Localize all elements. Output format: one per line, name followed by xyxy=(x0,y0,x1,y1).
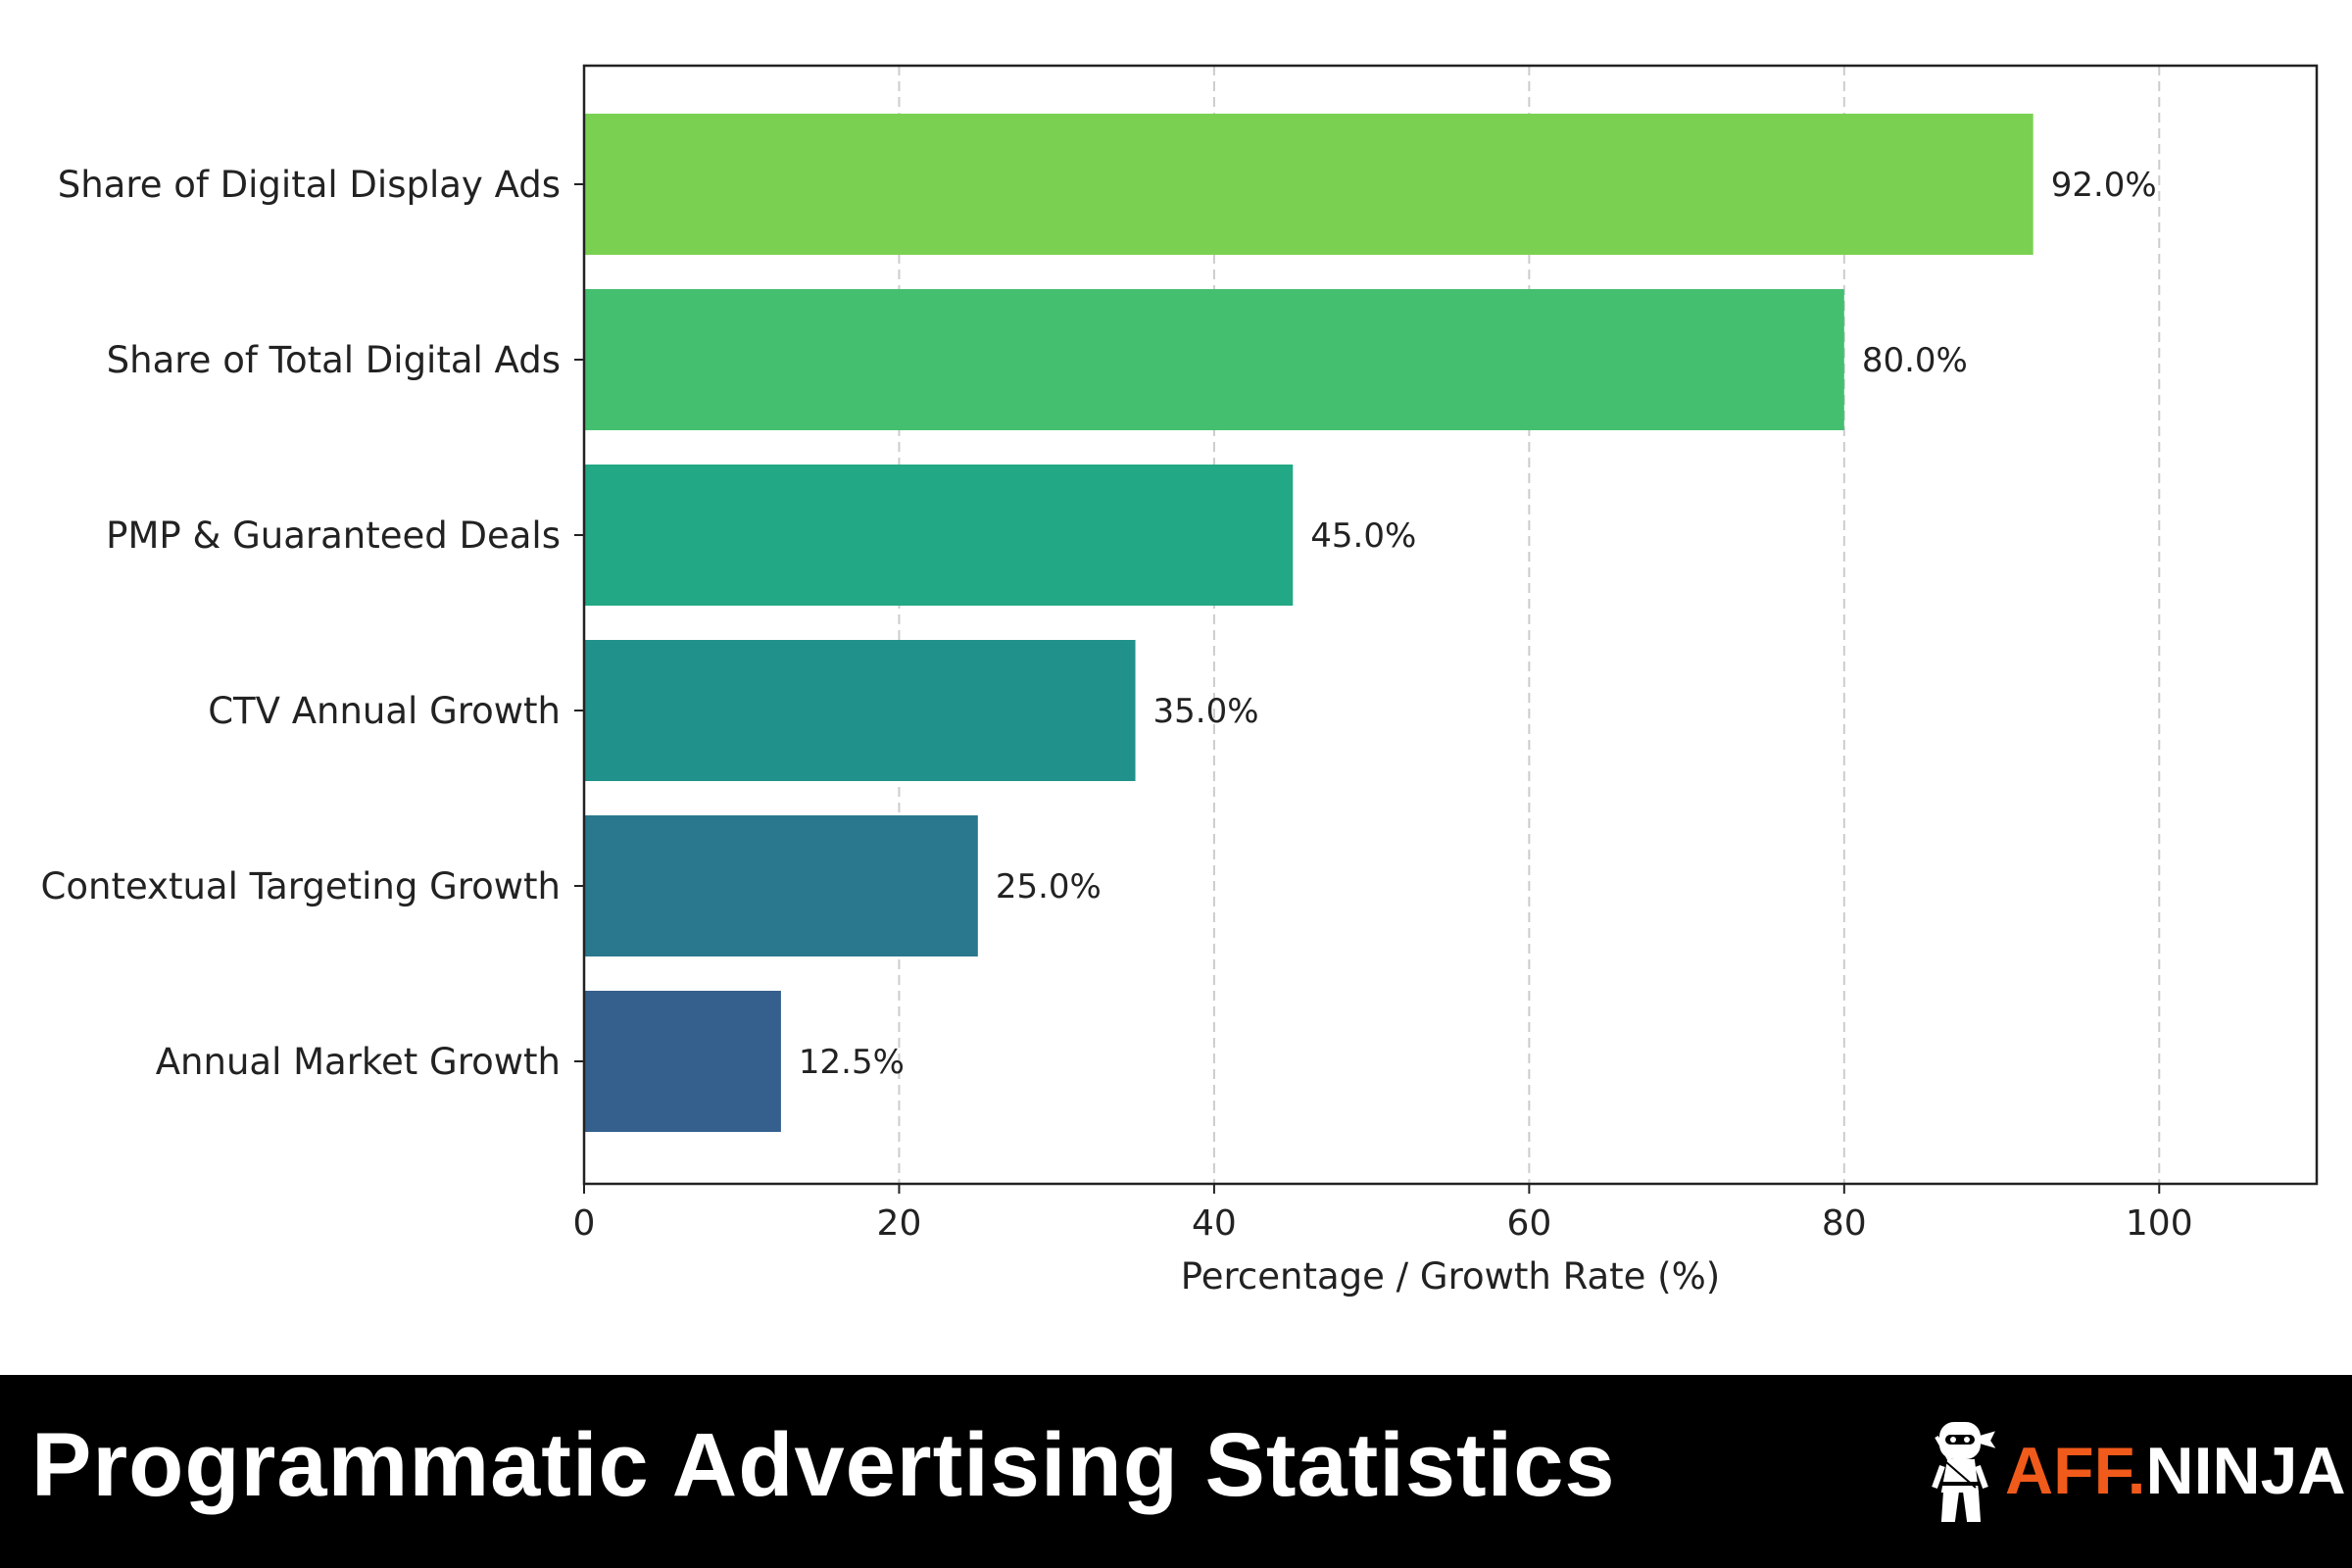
data-label: 25.0% xyxy=(996,867,1102,906)
data-label: 45.0% xyxy=(1310,516,1416,556)
data-label: 35.0% xyxy=(1153,692,1259,731)
x-tick-label: 40 xyxy=(1192,1203,1237,1244)
bar-chart: 0 20 40 60 80 100 92.0% Share of Digital Displa… xyxy=(41,64,2319,1298)
y-tick-label: Share of Total Digital Ads xyxy=(107,339,561,381)
x-tick-label: 0 xyxy=(573,1203,596,1244)
logo-aff: AFF. xyxy=(2005,1434,2146,1508)
data-label: 12.5% xyxy=(799,1043,905,1082)
x-tick-label: 100 xyxy=(2126,1203,2193,1244)
bar xyxy=(584,640,1136,781)
aff-ninja-logo: AFF.NINJA xyxy=(1929,1412,2346,1530)
ninja-mascot-icon xyxy=(1932,1422,1996,1522)
bar xyxy=(584,289,1844,430)
y-tick-label: Share of Digital Display Ads xyxy=(58,164,561,206)
title-banner: Programmatic Advertising Statistics AFF.… xyxy=(0,1375,2352,1568)
y-tick-label: CTV Annual Growth xyxy=(208,690,561,732)
y-tick-label: PMP & Guaranteed Deals xyxy=(106,514,561,557)
x-tick-label: 80 xyxy=(1822,1203,1867,1244)
data-label: 92.0% xyxy=(2051,166,2157,205)
plot-frame xyxy=(582,64,2319,1186)
logo-ninja: NINJA xyxy=(2145,1434,2346,1508)
y-tick-label: Annual Market Growth xyxy=(156,1041,561,1083)
x-axis-label: Percentage / Growth Rate (%) xyxy=(1181,1255,1720,1298)
x-tick-label: 60 xyxy=(1506,1203,1551,1244)
bar xyxy=(584,991,781,1132)
data-label: 80.0% xyxy=(1862,341,1968,380)
bar xyxy=(584,815,978,956)
y-tick-label: Contextual Targeting Growth xyxy=(41,865,561,907)
bar xyxy=(584,114,2034,255)
banner-title: Programmatic Advertising Statistics xyxy=(31,1415,1616,1515)
x-tick-label: 20 xyxy=(877,1203,922,1244)
bar xyxy=(584,465,1294,606)
